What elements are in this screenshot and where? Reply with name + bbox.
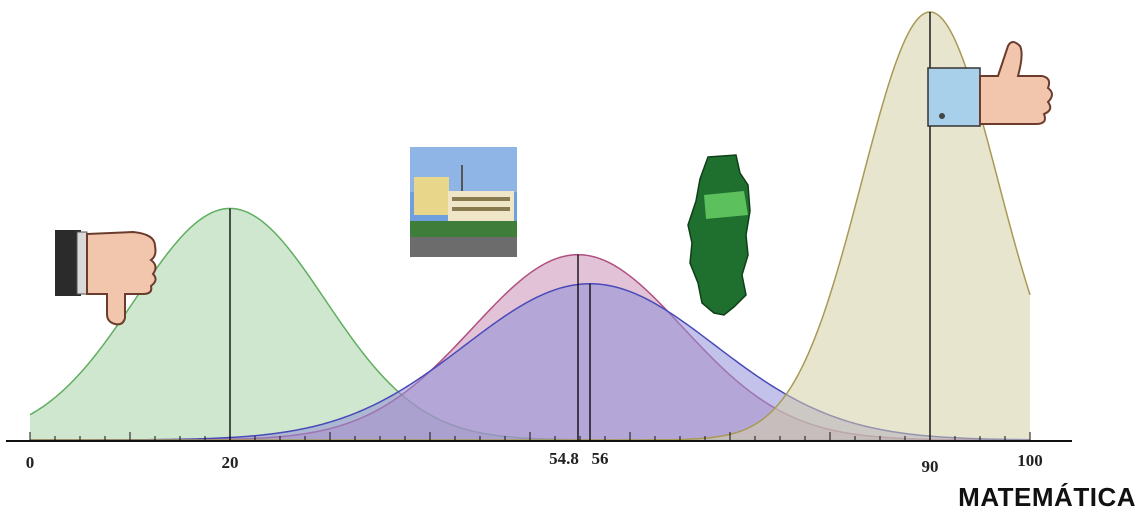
x-axis-minor-ticks (29, 432, 1031, 440)
school-building-icon (410, 147, 517, 257)
thumbs-down-icon (55, 230, 157, 326)
x-tick-label: 90 (922, 457, 939, 476)
x-tick-label: 54.8 (549, 449, 579, 468)
x-tick-label: 100 (1017, 451, 1043, 470)
subject-title: MATEMÁTICA (958, 482, 1136, 512)
curves-layer (29, 11, 1031, 441)
x-tick-labels: 0 20 54.8 56 90 100 (26, 449, 1043, 476)
thumbs-up-icon (927, 41, 1053, 127)
distribution-area-0 (30, 208, 1030, 440)
x-tick-label: 0 (26, 453, 35, 472)
x-tick-label: 56 (592, 449, 609, 468)
x-tick-label: 20 (222, 453, 239, 472)
portugal-map-icon (687, 154, 751, 316)
distribution-area-2 (30, 283, 1030, 440)
